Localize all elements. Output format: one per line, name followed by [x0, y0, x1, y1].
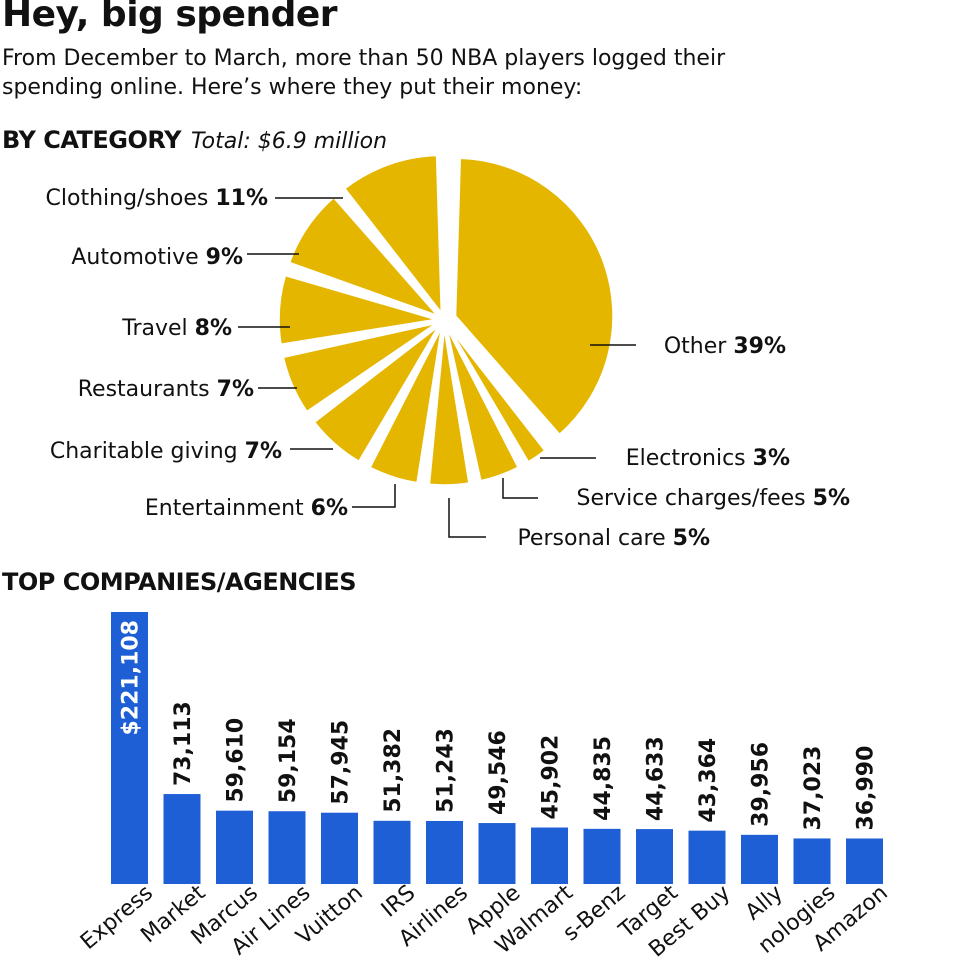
bar-value-air-lines: 59,154: [276, 718, 301, 803]
bar-value-marcus: 59,610: [224, 718, 249, 803]
bar-market: [163, 794, 201, 884]
page-subtitle: From December to March, more than 50 NBA…: [2, 46, 726, 100]
bar-value-amazon: 36,990: [854, 746, 879, 831]
pie-slice-other: [454, 156, 615, 437]
bar-value-walmart: 45,902: [539, 735, 564, 820]
pie-slice-electronics: [447, 325, 547, 464]
pie-label-entertainment: Entertainment 6%: [145, 496, 348, 521]
pie-slice-service-charges-fees: [445, 326, 520, 483]
bar-s-benz: [583, 828, 621, 884]
pie-label-service-charges-fees: Service charges/fees 5%: [577, 486, 850, 511]
bar-vuitton: [321, 812, 358, 884]
pie-label-personal-care: Personal care 5%: [517, 526, 710, 551]
pie-label-electronics: Electronics 3%: [626, 446, 790, 471]
bar-target: [636, 829, 673, 884]
pie-slice-charitable-giving: [312, 324, 441, 463]
bar-value-nologies: 37,023: [801, 746, 826, 831]
bar-value-best-buy: 43,364: [696, 738, 721, 823]
bar-irs: [373, 820, 411, 884]
pie-slice-entertainment: [368, 326, 443, 485]
bar-value-ally: 39,956: [749, 742, 774, 827]
pie-label-other: Other 39%: [664, 334, 786, 359]
bar-nologies: [793, 838, 831, 884]
pie-leader-service-charges-fees: [502, 478, 538, 499]
bar-value-target: 44,633: [644, 736, 669, 821]
pie-section-heading: BY CATEGORY Total: $6.9 million: [2, 126, 387, 154]
bar-value-express: $221,108: [119, 620, 144, 736]
bar-category-express: Express: [76, 880, 158, 954]
page-title: Hey, big spender: [2, 0, 338, 35]
pie-slice-clothing-shoes: [343, 154, 443, 317]
bar-airlines: [426, 820, 463, 884]
pie-label-travel: Travel 8%: [121, 316, 232, 341]
pie-heading-text: BY CATEGORY: [2, 126, 181, 154]
bar-walmart: [531, 827, 568, 884]
pie-label-automotive: Automotive 9%: [71, 245, 243, 270]
bar-value-apple: 49,546: [486, 730, 511, 815]
pie-slice-travel: [277, 274, 438, 346]
pie-leader-personal-care: [448, 498, 486, 538]
bar-value-airlines: 51,243: [434, 728, 459, 813]
bar-value-s-benz: 44,835: [591, 736, 616, 821]
pie-leader-entertainment: [352, 484, 396, 508]
bar-marcus: [216, 810, 253, 884]
bar-express: [111, 612, 148, 884]
bar-air-lines: [268, 811, 306, 884]
bar-section-heading: TOP COMPANIES/AGENCIES: [2, 568, 357, 596]
pie-label-charitable-giving: Charitable giving 7%: [50, 439, 282, 464]
bar-value-market: 73,113: [171, 701, 196, 786]
pie-total-note: Total: $6.9 million: [190, 129, 388, 154]
bar-value-vuitton: 57,945: [329, 720, 354, 805]
bar-amazon: [846, 838, 883, 884]
bar-value-irs: 51,382: [381, 728, 406, 813]
pie-slice-personal-care: [428, 327, 471, 487]
bar-apple: [478, 823, 516, 884]
pie-slice-restaurants: [281, 321, 438, 414]
pie-label-restaurants: Restaurants 7%: [78, 377, 254, 402]
bar-best-buy: [688, 830, 726, 884]
pie-label-clothing-shoes: Clothing/shoes 11%: [46, 186, 268, 211]
bar-ally: [741, 834, 778, 884]
